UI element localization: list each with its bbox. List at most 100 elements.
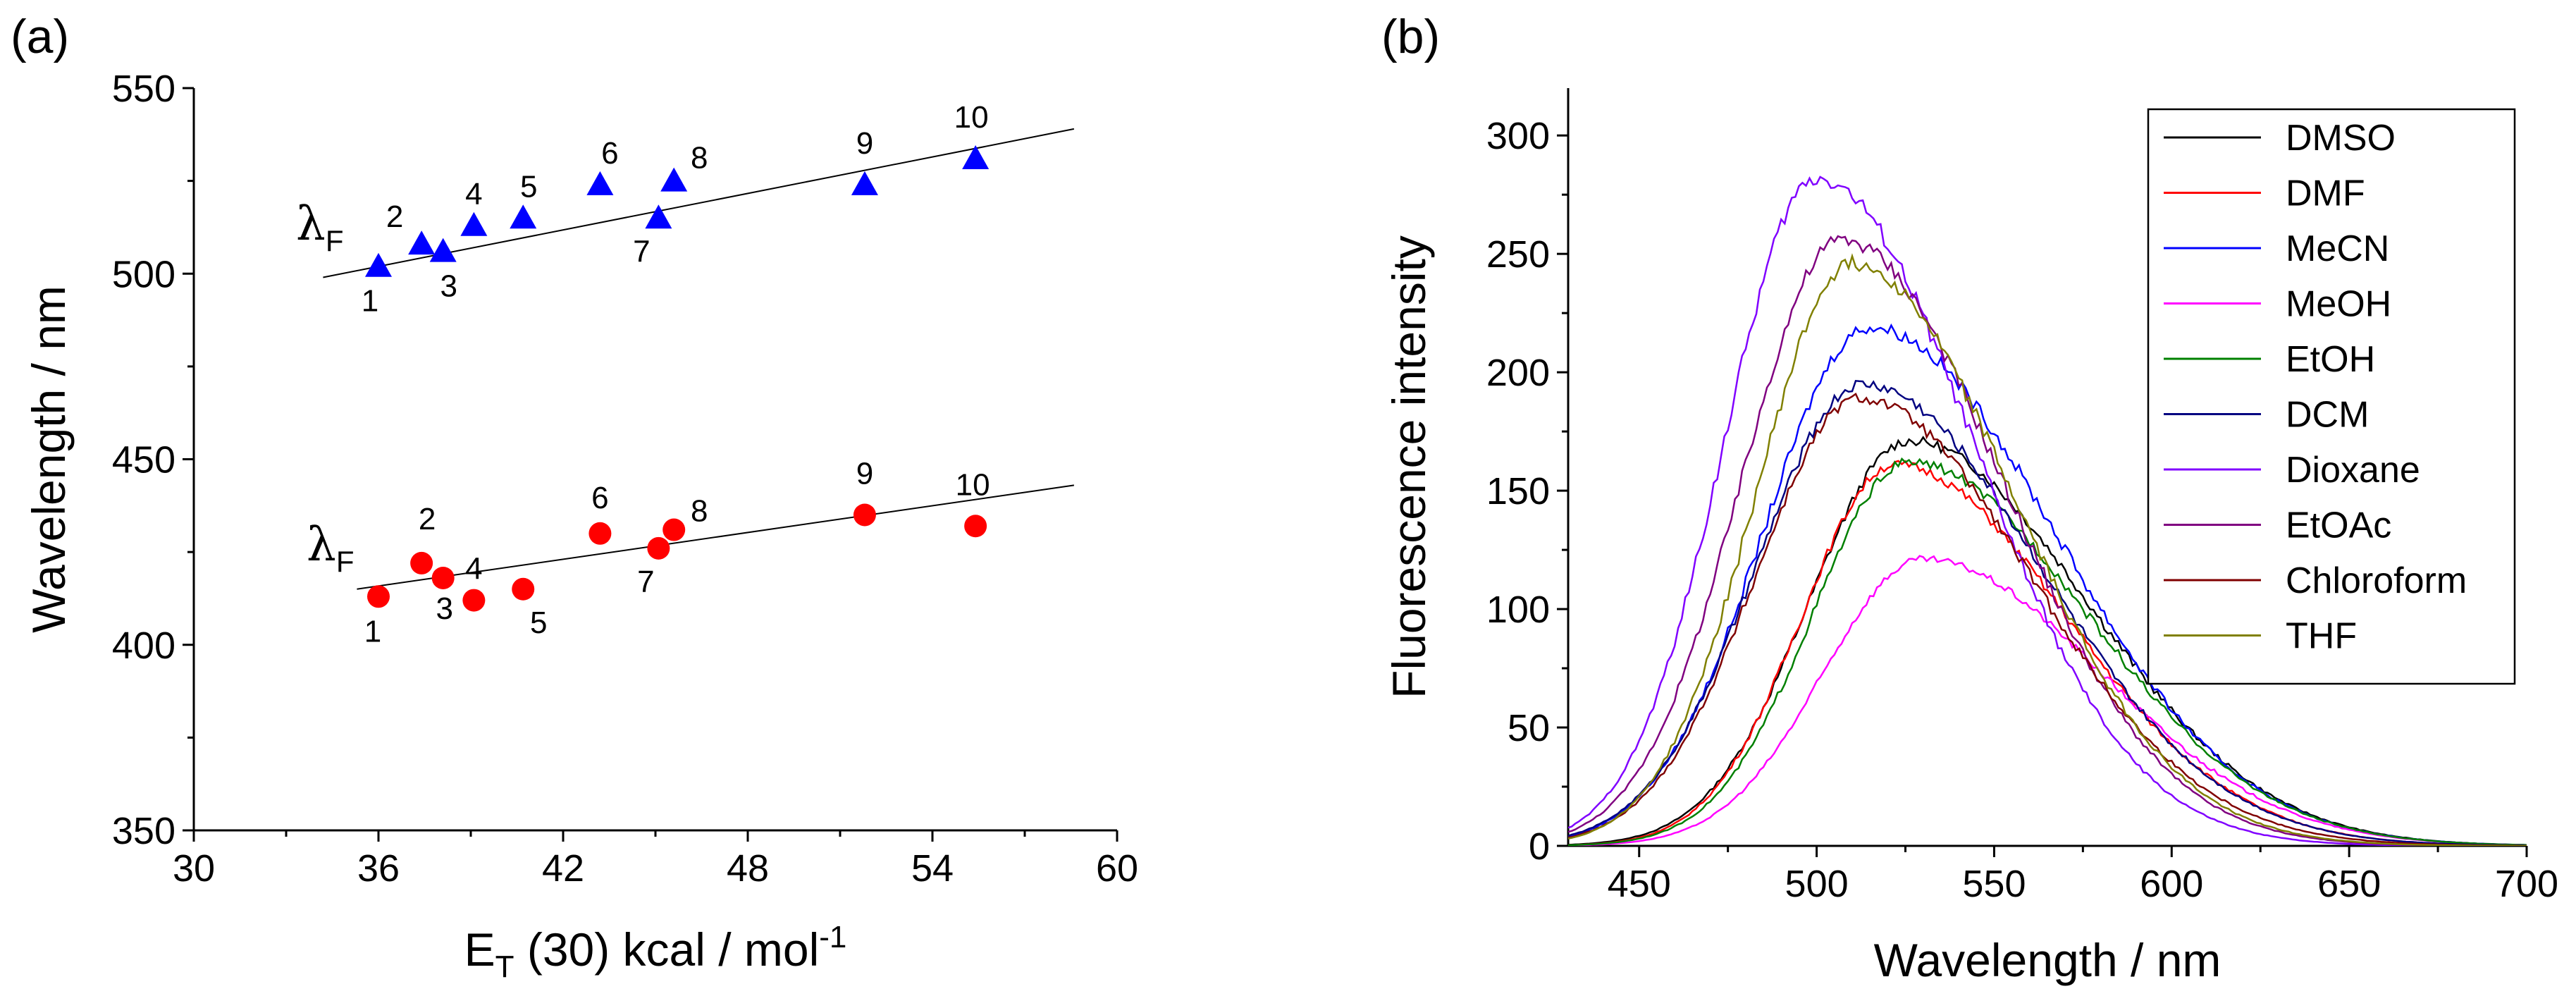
series-label-part: λ bbox=[307, 517, 336, 572]
x-tick-label: 700 bbox=[2495, 863, 2558, 905]
point-label: 2 bbox=[419, 502, 436, 536]
point-label: 6 bbox=[591, 481, 608, 515]
legend-entry: DCM bbox=[2286, 395, 2369, 436]
x-tick-label: 30 bbox=[173, 847, 215, 890]
legend-entry: DMF bbox=[2286, 173, 2365, 214]
y-axis-title: Wavelength / nm bbox=[23, 285, 75, 633]
point-label: 10 bbox=[956, 467, 990, 502]
legend-entry: MeOH bbox=[2286, 284, 2391, 325]
point-label: 5 bbox=[520, 169, 537, 204]
point-label: 5 bbox=[530, 606, 547, 640]
x-tick-label: 500 bbox=[1785, 863, 1849, 905]
point-label: 8 bbox=[691, 494, 708, 529]
y-tick-label: 150 bbox=[1486, 470, 1550, 512]
y-tick-label: 0 bbox=[1529, 825, 1550, 868]
point-label: 8 bbox=[691, 141, 708, 176]
data-point-circle bbox=[647, 536, 670, 560]
point-label: 7 bbox=[637, 565, 654, 599]
legend-entry: Dioxane bbox=[2286, 450, 2420, 491]
y-tick-label: 400 bbox=[112, 625, 175, 667]
data-point-circle bbox=[512, 577, 535, 601]
data-point-triangle bbox=[460, 211, 488, 236]
series-circles: λF 1 2 34 5 6 7 8 9 10 bbox=[307, 456, 1075, 649]
x-tick-label: 54 bbox=[911, 847, 954, 890]
legend-box bbox=[2147, 108, 2516, 685]
panel-a-label: (a) bbox=[11, 10, 69, 63]
point-label: 3 bbox=[436, 591, 452, 626]
x-tick-label: 550 bbox=[1962, 863, 2026, 905]
point-label: 6 bbox=[601, 136, 618, 171]
y-tick-label: 550 bbox=[112, 68, 175, 110]
series-label-part: F bbox=[326, 224, 344, 257]
legend-entry: THF bbox=[2286, 616, 2357, 657]
data-point-triangle bbox=[851, 171, 878, 195]
spectrum-dcm bbox=[1568, 379, 2527, 846]
y-tick-label: 300 bbox=[1486, 115, 1550, 157]
spectrum-thf bbox=[1568, 253, 2527, 846]
panel-b-label: (b) bbox=[1381, 10, 1440, 63]
y-tick-label: 250 bbox=[1486, 233, 1550, 276]
legend-entry: DMSO bbox=[2286, 118, 2396, 159]
data-point-triangle bbox=[510, 204, 537, 229]
x-axis-title: ET (30) kcal / mol-1 bbox=[464, 920, 847, 984]
point-label: 1 bbox=[364, 614, 381, 649]
y-tick-label: 200 bbox=[1486, 352, 1550, 394]
spectrum-dioxane bbox=[1568, 176, 2527, 846]
data-point-triangle bbox=[645, 204, 672, 229]
point-label: 4 bbox=[465, 552, 482, 586]
y-tick-label: 350 bbox=[112, 810, 175, 852]
point-label: 9 bbox=[856, 126, 873, 161]
data-point-triangle bbox=[962, 145, 990, 170]
legend-entry: EtOH bbox=[2286, 339, 2375, 380]
fit-line bbox=[357, 484, 1075, 590]
legend: DMSO DMF MeCN MeOH EtOH DCM Dioxane EtOAc Chloro… bbox=[2147, 108, 2516, 685]
series-label: λF bbox=[307, 517, 355, 578]
x-tick-label: 48 bbox=[727, 847, 769, 890]
x-axis-title-part: T bbox=[495, 949, 514, 984]
data-point-circle bbox=[462, 589, 486, 612]
x-axis-title-part: E bbox=[464, 923, 495, 976]
data-point-triangle bbox=[660, 167, 688, 192]
x-tick-label: 600 bbox=[2140, 863, 2203, 905]
data-point-circle bbox=[663, 518, 686, 541]
point-label: 3 bbox=[440, 269, 457, 304]
y-tick-label: 450 bbox=[112, 439, 175, 481]
spectrum-chloroform bbox=[1568, 393, 2527, 846]
y-tick-label: 500 bbox=[112, 253, 175, 295]
data-point-triangle bbox=[408, 231, 436, 255]
x-tick-label: 42 bbox=[542, 847, 584, 890]
x-axis-title-part: -1 bbox=[819, 920, 846, 954]
point-label: 1 bbox=[362, 284, 378, 319]
x-tick-label: 650 bbox=[2317, 863, 2381, 905]
point-label: 9 bbox=[856, 456, 873, 491]
data-point-circle bbox=[964, 515, 987, 538]
data-point-triangle bbox=[365, 252, 392, 277]
point-label: 10 bbox=[954, 100, 989, 135]
y-tick-label: 100 bbox=[1486, 589, 1550, 631]
point-label: 2 bbox=[386, 199, 403, 234]
data-point-circle bbox=[410, 551, 433, 574]
data-point-circle bbox=[367, 585, 390, 608]
y-axis-title: Fluorescence intensity bbox=[1383, 235, 1435, 699]
series-label-part: F bbox=[336, 545, 355, 578]
series-label-part: λ bbox=[296, 197, 326, 251]
spectra-curves bbox=[1568, 176, 2527, 846]
legend-entry: EtOAc bbox=[2286, 505, 2391, 546]
data-point-triangle bbox=[429, 238, 457, 262]
data-point-circle bbox=[853, 503, 876, 527]
panel-b: (b) 450 500 550 600 650 700 0 50 100 150 200 250 300 W… bbox=[1381, 10, 2558, 986]
legend-entry: Chloroform bbox=[2286, 560, 2467, 601]
x-tick-label: 36 bbox=[357, 847, 400, 890]
point-label: 4 bbox=[465, 177, 482, 211]
data-point-circle bbox=[588, 522, 612, 545]
x-axis-title: Wavelength / nm bbox=[1874, 934, 2221, 986]
data-point-circle bbox=[431, 566, 455, 589]
x-tick-label: 450 bbox=[1608, 863, 1671, 905]
x-tick-label: 60 bbox=[1096, 847, 1138, 890]
x-axis-title-part: (30) kcal / mol bbox=[514, 923, 820, 976]
legend-entry: MeCN bbox=[2286, 228, 2389, 269]
y-tick-label: 50 bbox=[1508, 707, 1550, 749]
